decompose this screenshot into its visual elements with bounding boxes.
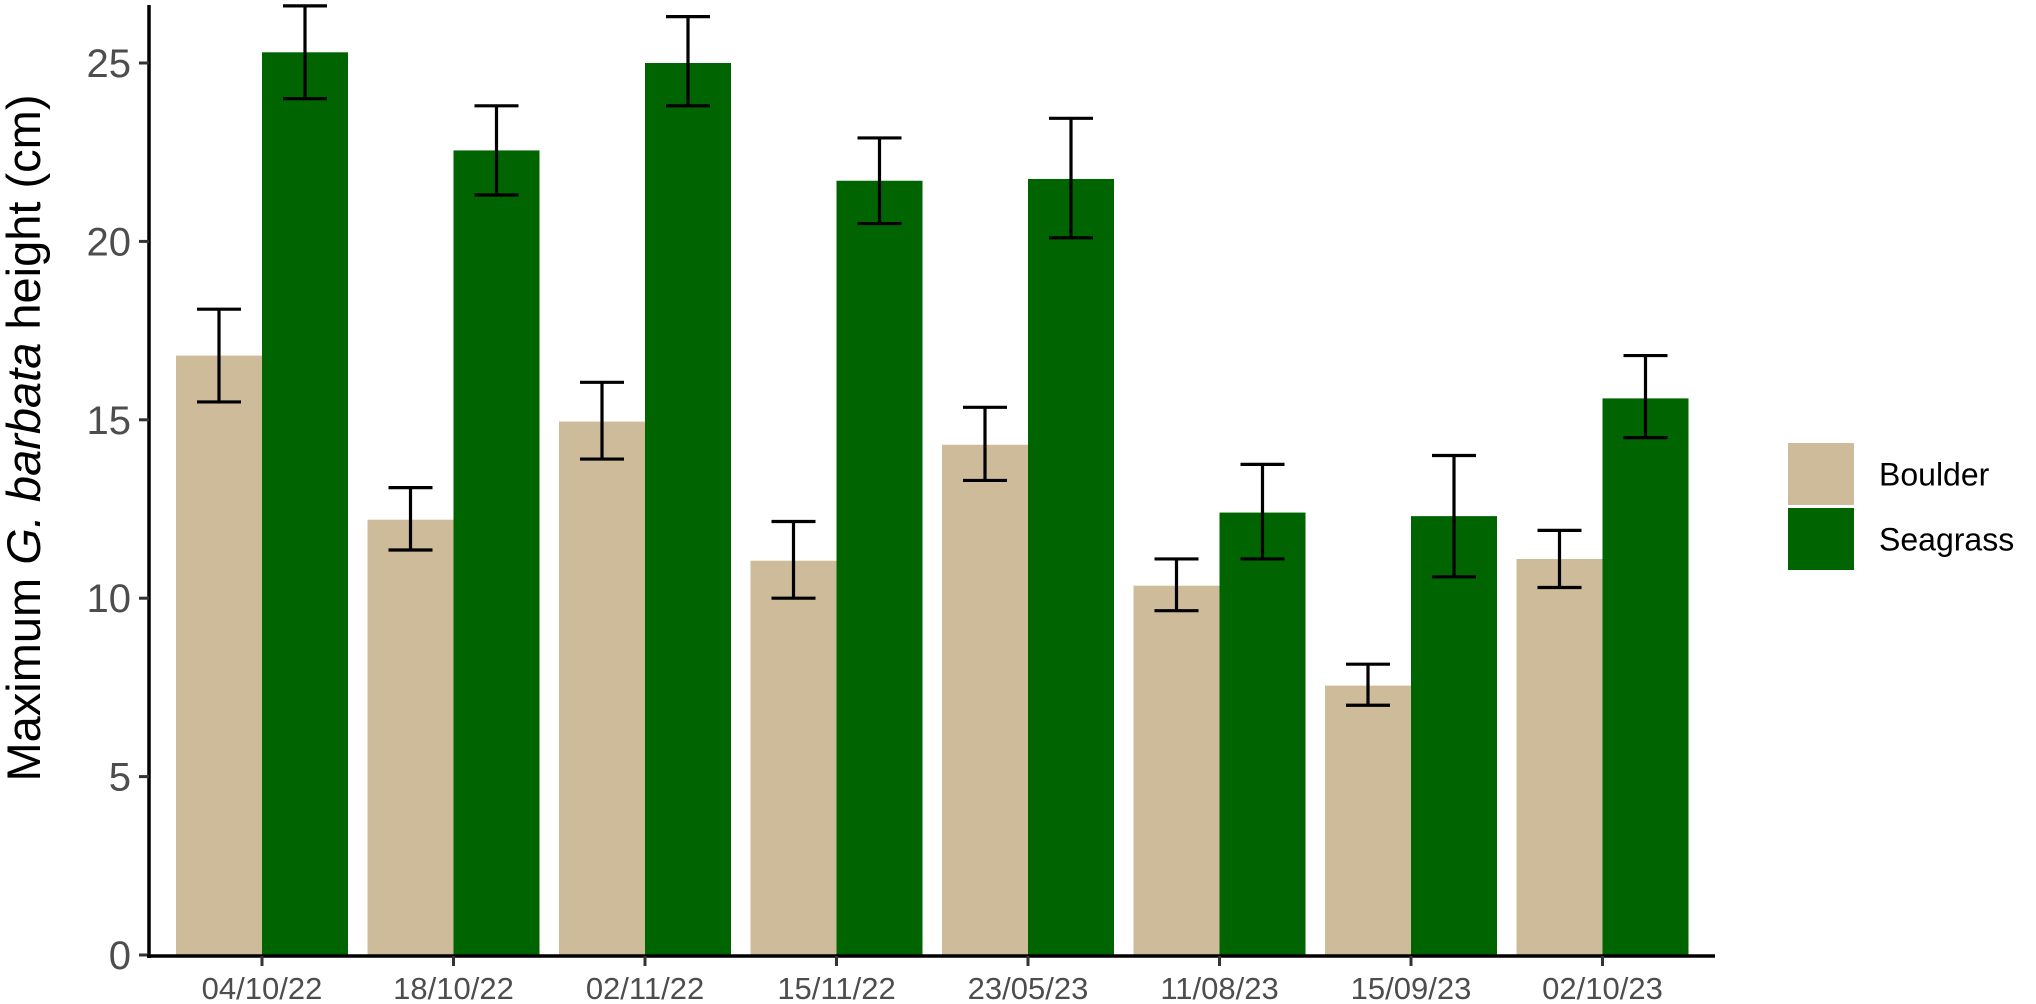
y-tick-label: 20 [87,220,132,264]
legend-item-seagrass: Seagrass [1788,508,2014,570]
error-bar-seagrass-2 [474,104,519,197]
bar-boulder-8 [1516,558,1603,955]
legend-item-boulder: Boulder [1788,443,1990,505]
error-bar-boulder-8 [1537,528,1582,590]
bar-seagrass-4 [836,180,923,955]
y-axis-title-prefix: Maximum [0,565,50,782]
error-bar-boulder-4 [771,519,816,600]
x-tick-label: 15/09/23 [1351,971,1472,1004]
legend: Boulder Seagrass [1788,443,2014,570]
x-tick-label: 02/10/23 [1542,971,1663,1004]
error-bar-boulder-2 [388,485,433,552]
bar-seagrass-6 [1219,512,1306,955]
y-tick-label: 5 [109,756,131,800]
y-axis-title-species: G. barbata [0,343,50,565]
y-tick-label: 10 [87,577,132,621]
x-axis: 04/10/22 18/10/22 02/11/22 15/11/22 23/05/23… [147,954,1715,1004]
error-bar-seagrass-4 [857,136,902,226]
error-bar-seagrass-3 [666,15,710,108]
error-bar-boulder-3 [580,380,624,461]
x-tick-label: 11/08/23 [1160,971,1278,1004]
legend-key-boulder [1788,443,1854,505]
error-bar-boulder-6 [1154,557,1199,613]
x-tick-label: 18/10/22 [393,971,514,1004]
y-tick-label: 25 [87,42,132,86]
x-tick-label: 15/11/22 [777,971,895,1004]
error-bar-boulder-7 [1346,662,1390,707]
legend-label-seagrass: Seagrass [1879,522,2014,558]
bar-seagrass-8 [1602,398,1689,956]
error-bar-seagrass-7 [1432,453,1476,579]
x-tick-label: 02/11/22 [586,971,704,1004]
bar-boulder-1 [176,355,262,955]
error-bar-seagrass-1 [283,4,327,101]
bar-seagrass-5 [1028,178,1114,955]
bar-seagrass-3 [645,63,731,955]
bar-boulder-4 [750,560,837,955]
y-axis: 0 5 10 15 20 25 [87,5,151,978]
y-axis-title: Maximum G. barbata height (cm) [0,95,50,782]
bars-layer [176,52,1689,956]
y-tick-label: 15 [87,399,132,443]
x-tick-label: 04/10/22 [202,971,323,1004]
error-bar-seagrass-6 [1240,462,1285,561]
y-tick-label: 0 [109,934,131,978]
legend-key-seagrass [1788,508,1854,570]
x-tick-label: 23/05/23 [968,971,1089,1004]
bar-boulder-5 [942,444,1028,955]
error-bar-boulder-5 [963,405,1007,483]
bar-seagrass-7 [1411,516,1497,955]
bar-seagrass-2 [453,150,540,955]
y-axis-title-suffix: height (cm) [0,95,50,343]
svg-text:Maximum G. barbata height (cm): Maximum G. barbata height (cm) [0,95,50,782]
bar-seagrass-1 [262,52,348,955]
error-bar-seagrass-5 [1049,116,1093,240]
legend-label-boulder: Boulder [1879,457,1990,493]
error-bar-boulder-1 [197,307,241,404]
error-bars-layer [197,4,1668,707]
bar-boulder-2 [367,519,454,955]
bar-boulder-7 [1325,685,1411,955]
bar-boulder-3 [559,421,645,956]
error-bar-seagrass-8 [1623,353,1668,440]
bar-boulder-6 [1133,585,1220,955]
